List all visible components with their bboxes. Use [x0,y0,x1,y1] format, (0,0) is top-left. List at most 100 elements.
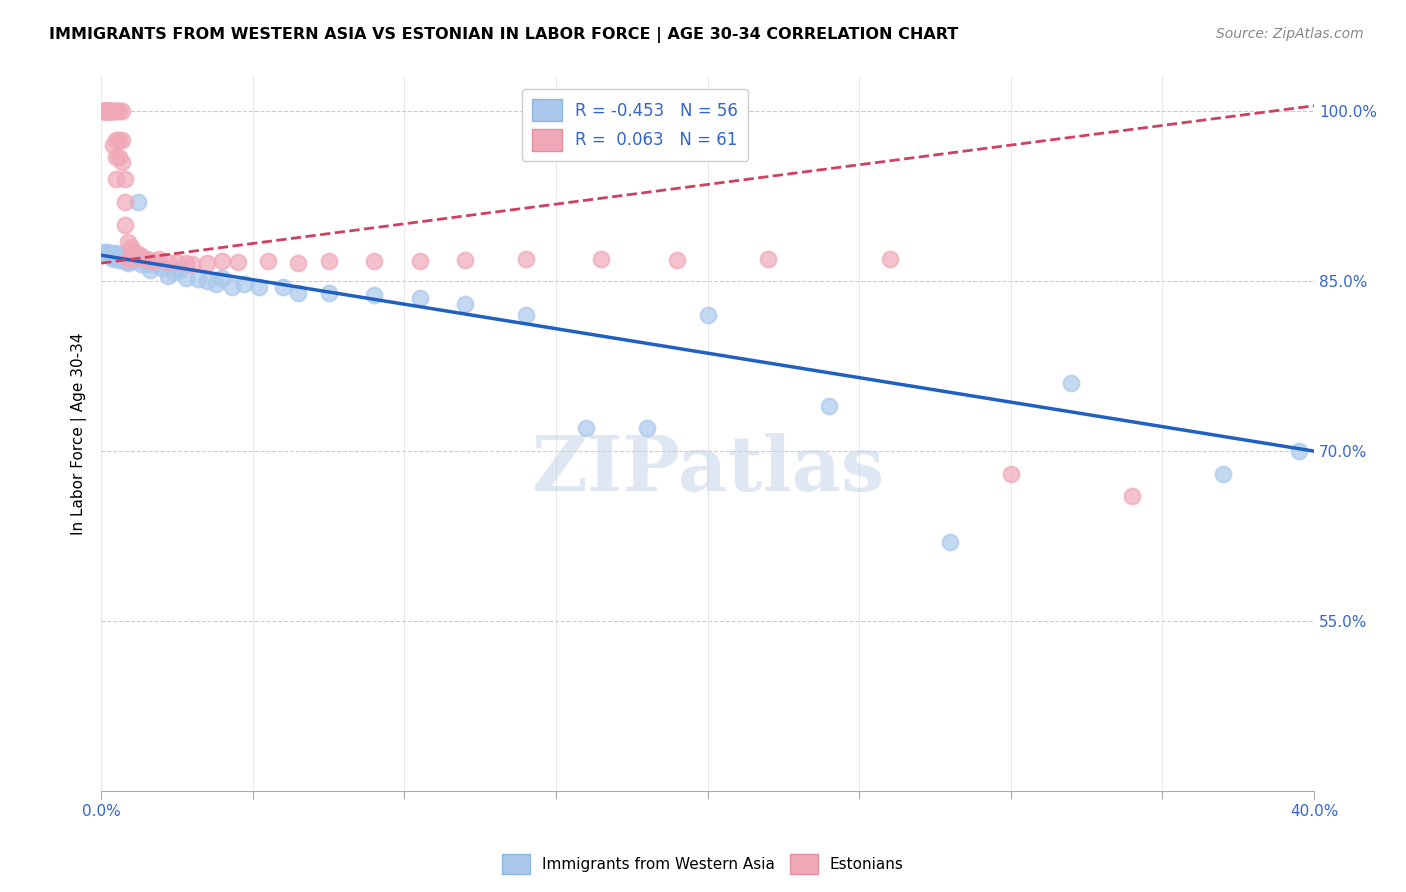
Point [1288,444,1310,458]
Point [696,308,718,322]
Point [96,104,118,119]
Point [666,252,689,267]
Point [114,252,136,267]
Point [105,249,128,263]
Point [111,252,134,266]
Point [211,271,233,285]
Point [181,257,204,271]
Point [135,257,157,271]
Point [105,150,128,164]
Point [1212,467,1234,481]
Point [818,399,841,413]
Point [93,104,115,119]
Point [103,252,125,266]
Point [111,248,134,262]
Point [103,248,125,262]
Point [96,246,118,260]
Point [120,240,142,254]
Point [232,277,254,291]
Point [287,256,309,270]
Point [117,252,139,266]
Text: IMMIGRANTS FROM WESTERN ASIA VS ESTONIAN IN LABOR FORCE | AGE 30-34 CORRELATION : IMMIGRANTS FROM WESTERN ASIA VS ESTONIAN… [49,27,959,43]
Point [98,249,121,263]
Point [591,252,613,266]
Point [103,138,125,153]
Point [96,104,118,119]
Point [221,280,243,294]
Point [363,253,385,268]
Point [156,255,179,269]
Point [318,285,340,300]
Point [363,288,385,302]
Point [105,133,128,147]
Point [117,253,139,268]
Point [98,104,121,119]
Point [105,246,128,260]
Point [756,252,779,266]
Point [111,133,134,147]
Point [108,104,131,119]
Point [103,104,125,119]
Point [111,104,134,119]
Point [138,263,160,277]
Point [132,252,155,266]
Point [174,271,197,285]
Point [166,255,188,269]
Point [93,104,115,119]
Point [135,252,157,266]
Point [257,253,280,268]
Legend: R = -0.453   N = 56, R =  0.063   N = 61: R = -0.453 N = 56, R = 0.063 N = 61 [522,89,748,161]
Point [211,253,233,268]
Point [408,253,430,268]
Point [129,249,152,263]
Point [129,257,152,271]
Point [1060,376,1083,391]
Text: Source: ZipAtlas.com: Source: ZipAtlas.com [1216,27,1364,41]
Point [117,256,139,270]
Point [117,235,139,249]
Point [145,257,167,271]
Point [96,104,118,119]
Point [120,252,142,266]
Point [96,104,118,119]
Point [287,285,309,300]
Legend: Immigrants from Western Asia, Estonians: Immigrants from Western Asia, Estonians [496,848,910,880]
Point [105,104,128,119]
Point [127,194,149,209]
Point [93,244,115,259]
Point [163,265,186,279]
Point [114,194,136,209]
Point [226,255,249,269]
Point [98,248,121,262]
Point [575,421,598,435]
Point [96,244,118,259]
Text: ZIPatlas: ZIPatlas [531,433,884,507]
Point [93,247,115,261]
Point [879,252,901,266]
Point [105,172,128,186]
Point [114,218,136,232]
Point [93,104,115,119]
Point [515,252,537,266]
Point [105,104,128,119]
Point [156,268,179,283]
Point [515,308,537,322]
Point [93,104,115,119]
Point [120,252,142,266]
Point [195,274,218,288]
Point [108,252,131,267]
Point [169,263,191,277]
Point [114,253,136,268]
Point [939,534,962,549]
Point [454,252,477,267]
Point [1000,467,1022,481]
Point [98,104,121,119]
Point [636,421,658,435]
Point [124,244,146,259]
Point [187,272,209,286]
Point [205,277,228,291]
Point [96,104,118,119]
Point [124,253,146,268]
Point [108,150,131,164]
Point [271,280,294,294]
